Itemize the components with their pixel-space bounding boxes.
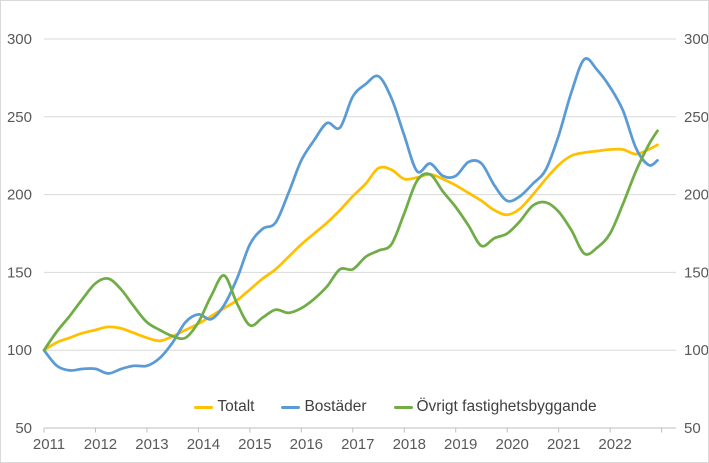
legend-swatch-vrigt-fastighetsbyggande [393,405,413,409]
y-axis-label-right-50: 50 [684,420,701,437]
legend-swatch-bost-der [281,405,301,409]
legend-item-bost-der: Bostäder [281,398,367,416]
x-axis-label-2021: 2021 [547,436,580,453]
y-axis-label-left-200: 200 [7,187,32,204]
series-line-bost-der [42,57,659,375]
legend-label-bost-der: Bostäder [304,398,367,416]
y-axis-label-left-100: 100 [7,342,32,359]
x-axis-label-2020: 2020 [496,436,529,453]
series-line-totalt [42,143,659,352]
y-axis-label-left-250: 250 [7,109,32,126]
x-axis-label-2016: 2016 [290,436,323,453]
y-axis-label-right-300: 300 [684,31,709,48]
x-axis-label-2014: 2014 [187,436,220,453]
y-axis-label-right-150: 150 [684,264,709,281]
legend-item-vrigt-fastighetsbyggande: Övrigt fastighetsbyggande [393,398,597,416]
x-axis-label-2017: 2017 [341,436,374,453]
x-axis-label-2019: 2019 [444,436,477,453]
y-axis-label-right-200: 200 [684,187,709,204]
y-axis-label-left-150: 150 [7,264,32,281]
y-axis-label-left-50: 50 [15,420,32,437]
x-axis-label-2018: 2018 [393,436,426,453]
y-axis-label-right-250: 250 [684,109,709,126]
x-axis-label-2022: 2022 [598,436,631,453]
x-axis-label-2015: 2015 [238,436,271,453]
x-axis-label-2013: 2013 [135,436,168,453]
x-axis-label-2012: 2012 [84,436,117,453]
x-axis-label-2011: 2011 [33,436,65,453]
legend-swatch-totalt [194,405,214,409]
legend-item-totalt: Totalt [194,399,254,415]
legend-label-vrigt-fastighetsbyggande: Övrigt fastighetsbyggande [416,398,597,416]
y-axis-label-right-100: 100 [684,342,709,359]
chart-legend: Totalt Bostäder Övrigt fastighetsbyggande [41,396,708,418]
legend-label-totalt: Totalt [217,398,255,416]
series-line-vrigt-fastighetsbyggande [42,129,659,352]
y-axis-label-left-300: 300 [7,31,32,48]
